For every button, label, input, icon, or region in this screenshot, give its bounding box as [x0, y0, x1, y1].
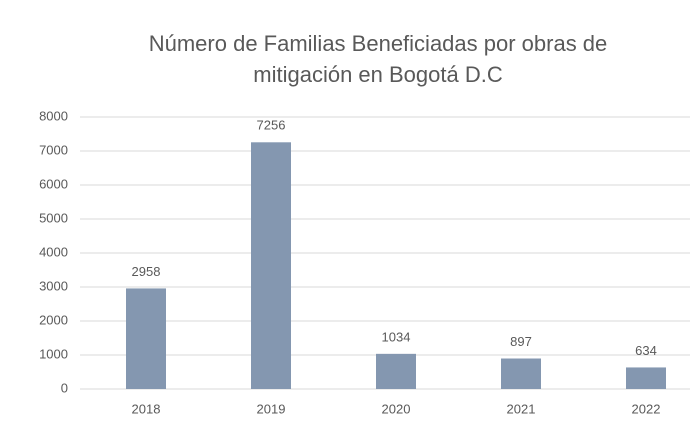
- data-label: 897: [510, 334, 532, 349]
- data-label: 2958: [132, 264, 161, 279]
- data-label: 634: [635, 343, 657, 358]
- y-tick-label: 1000: [39, 346, 68, 361]
- x-tick-label: 2018: [132, 401, 161, 416]
- y-tick-label: 5000: [39, 210, 68, 225]
- x-tick-label: 2021: [507, 401, 536, 416]
- bar: [126, 288, 166, 389]
- x-tick-label: 2019: [257, 401, 286, 416]
- bar: [376, 353, 416, 389]
- y-tick-label: 4000: [39, 244, 68, 259]
- bar: [251, 142, 291, 389]
- x-tick-label: 2020: [382, 401, 411, 416]
- y-tick-label: 0: [61, 380, 68, 395]
- data-label: 7256: [257, 118, 286, 133]
- y-tick-label: 2000: [39, 312, 68, 327]
- chart-title: mitigación en Bogotá D.C: [253, 62, 503, 87]
- y-tick-label: 7000: [39, 142, 68, 157]
- data-label: 1034: [382, 329, 411, 344]
- y-tick-label: 6000: [39, 176, 68, 191]
- bar: [501, 358, 541, 389]
- y-tick-label: 8000: [39, 108, 68, 123]
- bar: [626, 367, 666, 389]
- chart-title: Número de Familias Beneficiadas por obra…: [149, 31, 608, 56]
- y-tick-label: 3000: [39, 278, 68, 293]
- x-tick-label: 2022: [632, 401, 661, 416]
